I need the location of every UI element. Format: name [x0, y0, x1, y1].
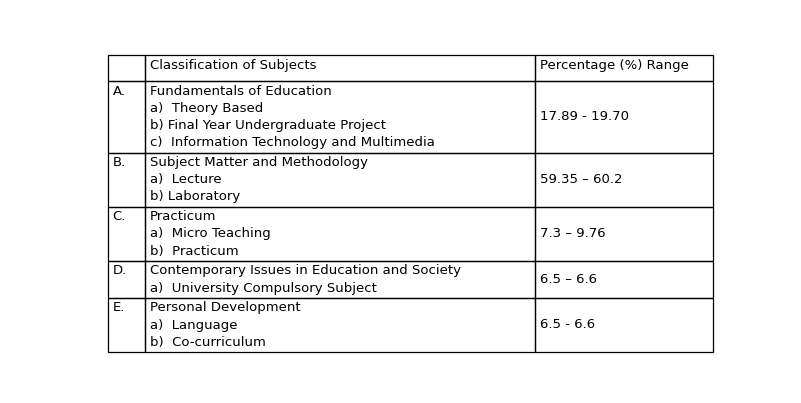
Text: A.: A. — [112, 85, 126, 98]
Text: E.: E. — [112, 301, 125, 314]
Text: a)  Micro Teaching: a) Micro Teaching — [150, 227, 271, 241]
Bar — [145, 81, 535, 153]
Text: 17.89 - 19.70: 17.89 - 19.70 — [540, 110, 629, 123]
Bar — [535, 153, 714, 207]
Bar — [107, 207, 145, 261]
Text: Percentage (%) Range: Percentage (%) Range — [540, 59, 689, 72]
Bar — [535, 81, 714, 153]
Bar — [107, 298, 145, 352]
Text: 7.3 – 9.76: 7.3 – 9.76 — [540, 227, 606, 240]
Bar — [145, 207, 535, 261]
Text: 6.5 – 6.6: 6.5 – 6.6 — [540, 273, 597, 286]
Text: C.: C. — [112, 210, 126, 223]
Bar — [145, 261, 535, 298]
Text: a)  Lecture: a) Lecture — [150, 173, 221, 186]
Text: Subject Matter and Methodology: Subject Matter and Methodology — [150, 156, 368, 169]
Text: b)  Practicum: b) Practicum — [150, 245, 239, 258]
Bar — [535, 207, 714, 261]
Text: b)  Co-curriculum: b) Co-curriculum — [150, 336, 266, 349]
Bar — [535, 55, 714, 81]
Text: 6.5 - 6.6: 6.5 - 6.6 — [540, 318, 595, 331]
Text: a)  Theory Based: a) Theory Based — [150, 102, 263, 115]
Text: a)  University Compulsory Subject: a) University Compulsory Subject — [150, 282, 376, 295]
Text: D.: D. — [112, 264, 127, 277]
Text: Practicum: Practicum — [150, 210, 216, 223]
Bar — [145, 153, 535, 207]
Bar — [145, 298, 535, 352]
Text: a)  Language: a) Language — [150, 318, 237, 332]
Bar — [145, 55, 535, 81]
Bar — [107, 153, 145, 207]
Text: c)  Information Technology and Multimedia: c) Information Technology and Multimedia — [150, 136, 435, 150]
Text: B.: B. — [112, 156, 126, 169]
Text: Contemporary Issues in Education and Society: Contemporary Issues in Education and Soc… — [150, 264, 461, 277]
Bar — [107, 55, 145, 81]
Text: b) Final Year Undergraduate Project: b) Final Year Undergraduate Project — [150, 119, 386, 132]
Text: 59.35 – 60.2: 59.35 – 60.2 — [540, 173, 622, 186]
Text: Fundamentals of Education: Fundamentals of Education — [150, 85, 332, 98]
Bar — [535, 298, 714, 352]
Bar — [535, 261, 714, 298]
Bar — [107, 81, 145, 153]
Text: b) Laboratory: b) Laboratory — [150, 191, 240, 204]
Text: Classification of Subjects: Classification of Subjects — [150, 59, 316, 72]
Text: Personal Development: Personal Development — [150, 301, 300, 314]
Bar — [107, 261, 145, 298]
